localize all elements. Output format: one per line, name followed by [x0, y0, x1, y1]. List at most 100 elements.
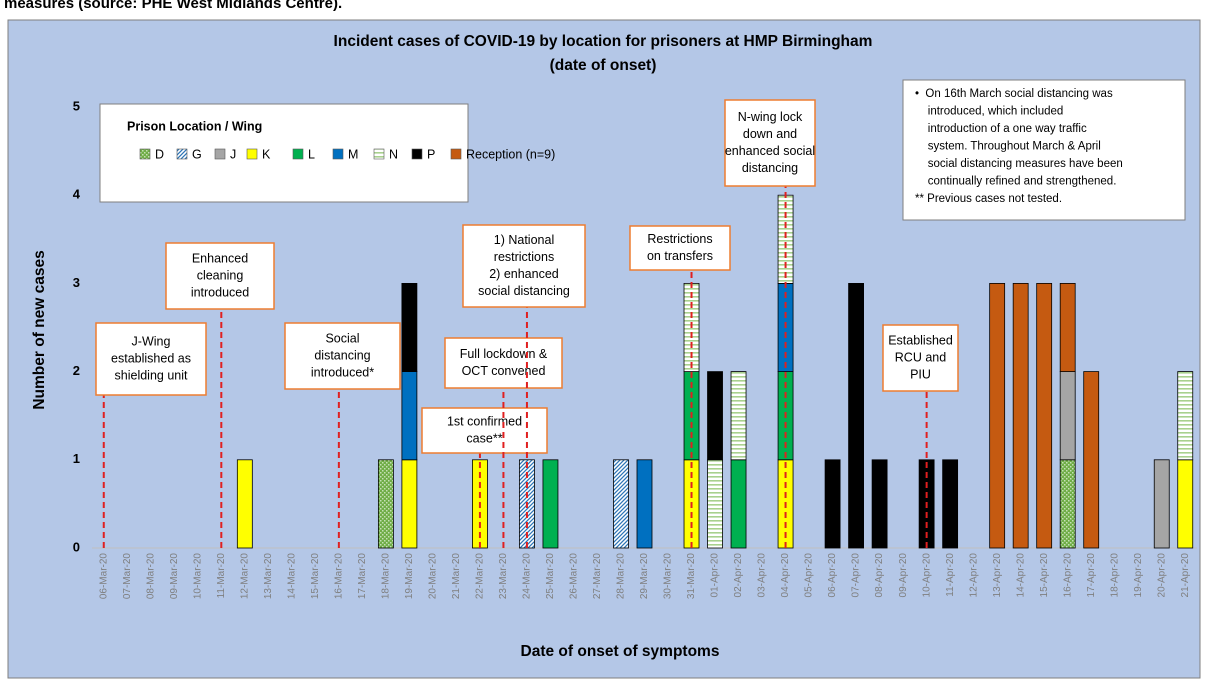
x-tick-label: 29-Mar-20 — [639, 553, 650, 600]
bar-segment — [1153, 459, 1170, 549]
page-note: measures (source: PHE West Midlands Cent… — [4, 0, 342, 12]
chart-title: Incident cases of COVID-19 by location f… — [334, 33, 873, 50]
legend-label: N — [389, 147, 398, 161]
annotation-text: introduced — [191, 285, 249, 299]
x-tick-label: 27-Mar-20 — [592, 553, 603, 600]
annotation-box — [629, 225, 731, 271]
x-tick-label: 06-Mar-20 — [98, 553, 109, 600]
note-text: social distancing measures have been — [915, 158, 1123, 170]
legend-label: Reception (n=9) — [466, 147, 555, 161]
x-tick-label: 20-Apr-20 — [1156, 553, 1167, 598]
legend-swatch — [139, 148, 151, 160]
x-tick-label: 18-Mar-20 — [381, 553, 392, 600]
bar-segment — [871, 459, 888, 549]
x-tick-label: 06-Apr-20 — [827, 553, 838, 598]
x-tick-label: 24-Mar-20 — [522, 553, 533, 600]
x-tick-label: 13-Mar-20 — [263, 553, 274, 600]
legend-swatch — [411, 148, 423, 160]
x-tick-label: 28-Mar-20 — [616, 553, 627, 600]
x-tick-label: 08-Mar-20 — [145, 553, 156, 600]
x-tick-label: 21-Mar-20 — [451, 553, 462, 600]
annotation-text: RCU and — [895, 350, 946, 364]
x-tick-label: 07-Mar-20 — [122, 553, 133, 600]
x-tick-label: 26-Mar-20 — [569, 553, 580, 600]
bar-segment — [1083, 371, 1100, 549]
legend-swatch — [450, 148, 462, 160]
legend-box — [99, 103, 469, 203]
note-text: continually refined and strengthened. — [915, 176, 1116, 188]
legend-label: J — [230, 147, 236, 161]
x-tick-label: 21-Apr-20 — [1180, 553, 1191, 598]
annotation-box — [444, 337, 563, 389]
bar-segment — [1012, 282, 1029, 549]
annotation-text: 2) enhanced — [489, 267, 559, 281]
annotation-box — [882, 324, 959, 392]
legend-label: K — [262, 147, 271, 161]
note-text: introduced, which included — [915, 106, 1063, 118]
legend-swatch — [176, 148, 188, 160]
bar-segment — [401, 371, 418, 461]
annotation-text: N-wing lock — [738, 110, 803, 124]
y-tick-label: 4 — [73, 187, 81, 202]
x-tick-label: 30-Mar-20 — [663, 553, 674, 600]
annotation-text: down and — [743, 127, 797, 141]
legend-swatch — [332, 148, 344, 160]
annotation-box — [165, 242, 275, 310]
x-tick-label: 01-Apr-20 — [710, 553, 721, 598]
y-tick-label: 3 — [73, 275, 80, 290]
y-tick-label: 0 — [73, 539, 80, 554]
legend-swatch — [214, 148, 226, 160]
bar-segment — [707, 459, 723, 549]
annotation-text: Full lockdown & — [460, 347, 548, 361]
annotation-text: OCT convened — [462, 364, 546, 378]
legend-label: D — [155, 147, 164, 161]
bar-segment — [377, 459, 394, 549]
bar-segment — [824, 459, 841, 549]
annotation-text: case** — [466, 431, 502, 445]
bar-segment — [1036, 282, 1053, 549]
annotation-text: PIU — [910, 367, 931, 381]
bar-segment — [942, 459, 959, 549]
x-tick-label: 17-Apr-20 — [1086, 553, 1097, 598]
bar-segment — [1059, 459, 1076, 549]
annotation-box — [284, 322, 401, 390]
annotation-text: introduced* — [311, 365, 374, 379]
y-axis-label: Number of new cases — [31, 250, 48, 409]
x-tick-label: 09-Apr-20 — [898, 553, 909, 598]
x-tick-label: 08-Apr-20 — [874, 553, 885, 598]
x-tick-label: 20-Mar-20 — [428, 553, 439, 600]
annotation-text: established as — [111, 351, 191, 365]
annotation-text: 1) National — [494, 233, 554, 247]
bar-segment — [401, 282, 418, 372]
y-tick-label: 2 — [73, 363, 80, 378]
annotation-box — [462, 224, 586, 308]
x-tick-label: 13-Apr-20 — [992, 553, 1003, 598]
legend-label: P — [427, 147, 435, 161]
x-tick-label: 03-Apr-20 — [757, 553, 768, 598]
x-tick-label: 15-Mar-20 — [310, 553, 321, 600]
legend-label: M — [348, 147, 358, 161]
annotation-text: Restrictions — [647, 232, 712, 246]
bar-segment — [1059, 282, 1076, 372]
bar-segment — [613, 459, 629, 549]
x-tick-label: 09-Mar-20 — [169, 553, 180, 600]
note-text: • On 16th March social distancing was — [915, 88, 1113, 100]
x-tick-label: 14-Apr-20 — [1015, 553, 1026, 598]
annotation-text: cleaning — [197, 268, 244, 282]
annotation-text: Established — [888, 333, 953, 347]
x-tick-label: 23-Mar-20 — [498, 553, 509, 600]
x-tick-label: 14-Mar-20 — [286, 553, 297, 600]
x-tick-label: 16-Mar-20 — [334, 553, 345, 600]
annotation-text: distancing — [314, 348, 370, 362]
note-text: system. Throughout March & April — [915, 141, 1101, 153]
annotation-text: 1st confirmed — [447, 414, 522, 428]
legend-label: L — [308, 147, 315, 161]
annotation-text: social distancing — [478, 284, 570, 298]
annotation-text: on transfers — [647, 249, 713, 263]
x-tick-label: 02-Apr-20 — [733, 553, 744, 598]
bar-segment — [848, 282, 864, 549]
bar-segment — [636, 459, 653, 549]
x-tick-label: 16-Apr-20 — [1062, 553, 1073, 598]
legend-swatch — [246, 148, 258, 160]
x-tick-label: 25-Mar-20 — [545, 553, 556, 600]
